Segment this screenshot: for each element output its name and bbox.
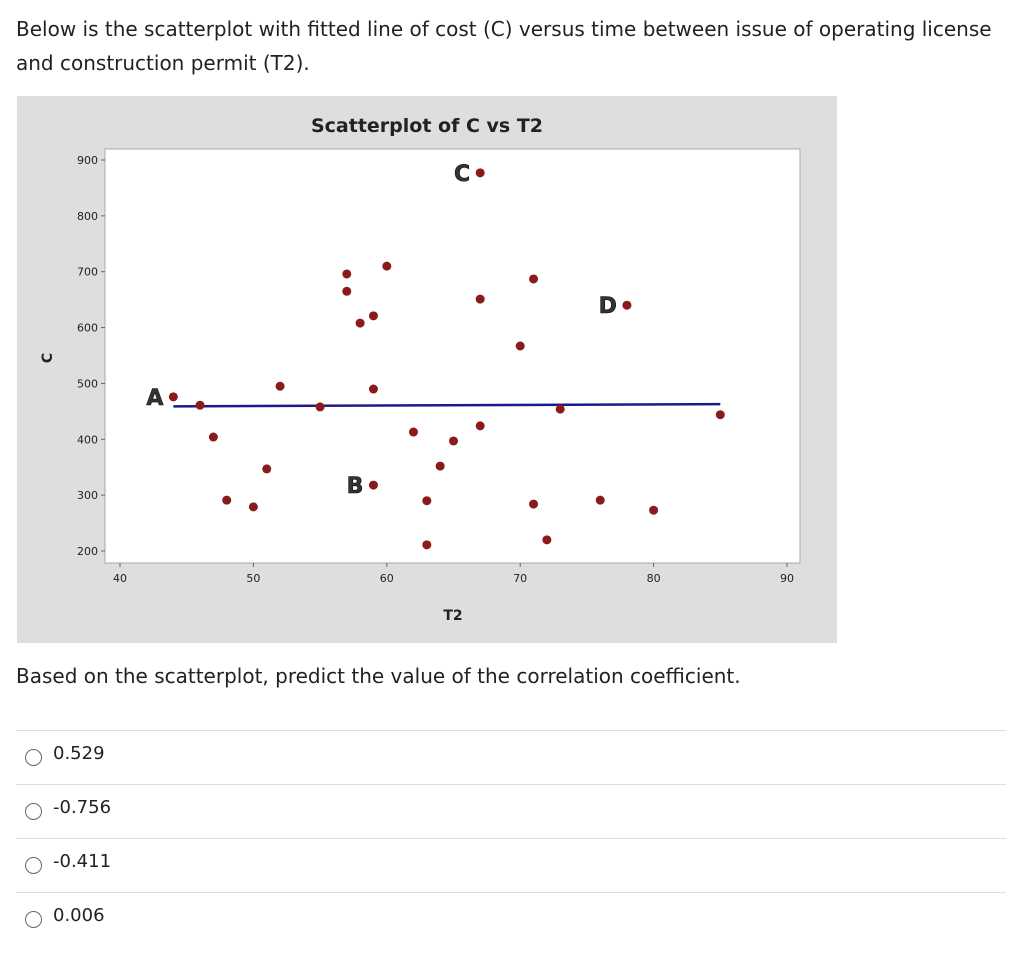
option-label: 0.529 [53,743,105,764]
data-point [529,499,539,509]
data-point [475,294,485,304]
data-point [222,495,232,505]
plot-area [104,148,801,564]
option-label: -0.411 [53,851,112,872]
radio-button[interactable] [25,749,42,766]
x-tick-label: 90 [780,572,794,585]
data-point [555,404,565,414]
data-point [368,480,378,490]
data-point [449,436,458,446]
y-tick-label: 500 [77,377,98,390]
data-point [422,496,432,506]
data-point [368,384,378,394]
scatterplot-chart: Scatterplot of C vs T2 T2 C 40 50 60 70 80 90… [17,96,837,643]
point-label: D [599,294,617,319]
answer-option[interactable]: -0.756 [16,784,1006,839]
data-point [622,300,632,310]
answer-option[interactable]: 0.006 [16,892,1006,947]
x-axis-label: T2 [443,608,462,624]
data-point [595,495,605,505]
y-tick-label: 600 [77,322,98,335]
data-point [368,311,378,321]
option-label: 0.006 [53,905,105,926]
radio-button[interactable] [25,911,42,928]
x-tick-label: 40 [113,572,127,585]
x-tick-label: 60 [380,572,394,585]
x-tick-label: 50 [246,572,260,585]
data-point [342,269,352,279]
answer-option[interactable]: 0.529 [16,730,1006,785]
data-point [529,274,539,284]
option-label: -0.756 [53,797,112,818]
question-intro: Below is the scatterplot with fitted lin… [16,17,992,75]
data-point [435,461,445,471]
y-tick-label: 300 [77,489,98,502]
x-tick-label: 70 [513,572,527,585]
y-tick-label: 400 [77,433,98,446]
data-point [408,427,418,437]
y-tick-label: 200 [77,545,98,558]
data-point [475,168,485,178]
question-prompt: Based on the scatterplot, predict the va… [16,664,741,688]
data-point [382,261,392,271]
point-label: B [347,474,364,499]
y-axis-label: C [40,353,56,363]
chart-title: Scatterplot of C vs T2 [311,115,543,137]
point-label: A [146,386,163,411]
x-tick-label: 80 [647,572,661,585]
y-tick-label: 700 [77,266,98,279]
radio-button[interactable] [25,803,42,820]
data-point [355,318,365,328]
data-point [422,540,432,550]
data-point [715,410,725,420]
y-tick-label: 900 [77,154,98,167]
point-label: C [454,162,470,187]
data-point [315,402,325,412]
data-point [262,464,272,474]
data-point [515,341,525,351]
data-point [208,432,218,442]
radio-button[interactable] [25,857,42,874]
data-point [475,421,485,431]
y-tick-label: 800 [77,210,98,223]
data-point [649,505,659,515]
fitted-line [173,402,721,408]
answer-option[interactable]: -0.411 [16,838,1006,893]
data-point [542,535,552,545]
data-point [342,286,352,296]
data-point [168,392,178,402]
data-point [195,400,205,410]
data-point [275,381,285,391]
data-point [248,502,258,512]
